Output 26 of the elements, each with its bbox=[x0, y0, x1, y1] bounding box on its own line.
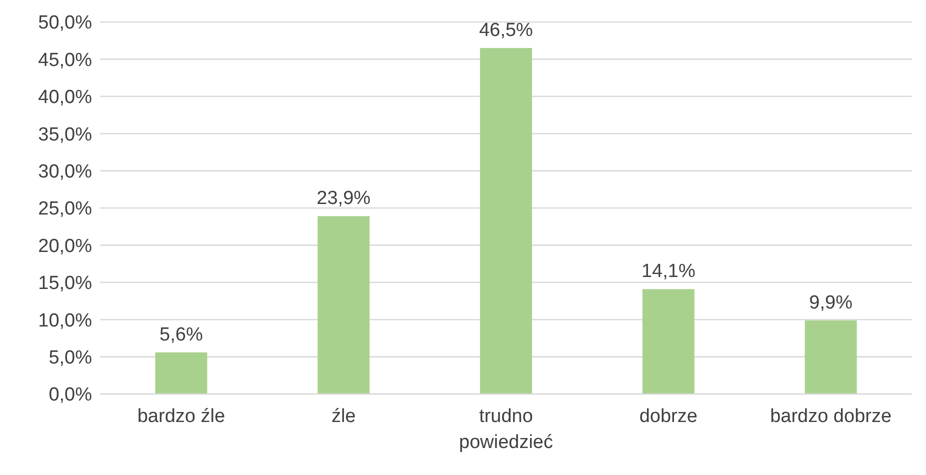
y-tick-label: 50,0% bbox=[38, 12, 92, 34]
data-label: 23,9% bbox=[316, 188, 371, 210]
data-label: 46,5% bbox=[479, 20, 534, 42]
data-label: 9,9% bbox=[809, 292, 853, 314]
y-tick-label: 10,0% bbox=[38, 310, 92, 332]
y-tick-label: 45,0% bbox=[38, 50, 92, 71]
y-tick-label: 0,0% bbox=[48, 384, 92, 406]
bar bbox=[642, 289, 694, 394]
y-tick-label: 35,0% bbox=[38, 124, 92, 146]
x-tick-label: źle bbox=[331, 406, 356, 427]
data-label: 14,1% bbox=[641, 261, 696, 282]
y-tick-label: 25,0% bbox=[38, 198, 92, 220]
bar bbox=[155, 352, 208, 394]
x-tick-label: dobrze bbox=[639, 406, 698, 427]
bar bbox=[480, 48, 532, 394]
bar bbox=[804, 320, 857, 394]
bar bbox=[318, 216, 370, 394]
y-tick-label: 20,0% bbox=[38, 236, 92, 257]
x-tick-label: bardzo dobrze bbox=[770, 406, 892, 427]
y-tick-label: 30,0% bbox=[38, 162, 92, 183]
x-tick-label: trudno powiedzieć bbox=[459, 406, 553, 453]
y-tick-label: 40,0% bbox=[38, 87, 92, 108]
data-label: 5,6% bbox=[160, 324, 203, 346]
y-tick-label: 15,0% bbox=[38, 273, 92, 294]
x-tick-label: bardzo źle bbox=[137, 406, 226, 427]
y-tick-label: 5,0% bbox=[48, 348, 92, 369]
